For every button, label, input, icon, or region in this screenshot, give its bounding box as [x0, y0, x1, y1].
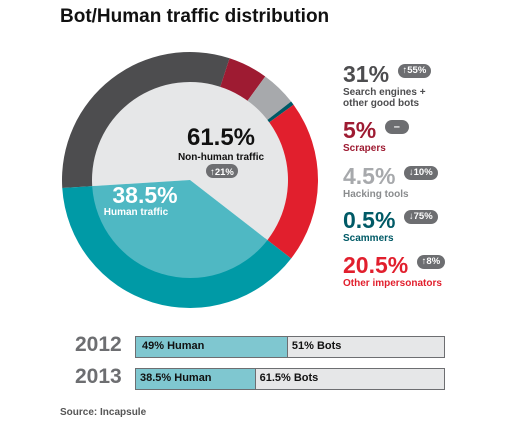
bar-year: 2012	[75, 333, 122, 356]
bar-bots-label: 51% Bots	[291, 340, 342, 352]
legend-change-badge: –	[384, 120, 409, 134]
legend-change-badge: ↑55%	[397, 64, 432, 78]
non-human-name-label: Non-human traffic	[178, 152, 265, 163]
legend-item-other-impersonators: 20.5% ↑8% Other impersonators	[343, 253, 518, 299]
non-human-change-label: ↑21%	[210, 167, 234, 178]
bar-track: 49% Human 51% Bots	[135, 336, 445, 358]
legend-label: Hacking tools	[343, 189, 409, 200]
legend-pct: 4.5%	[343, 163, 396, 189]
legend-label: Scrapers	[343, 143, 386, 154]
legend-pct: 20.5%	[343, 252, 409, 278]
outer-slice-human-traffic	[62, 185, 292, 308]
legend-change-badge: ↓75%	[403, 210, 438, 224]
bar-human-fill	[136, 369, 256, 389]
legend-label: Search engines + other good bots	[343, 87, 426, 109]
non-human-change-badge	[206, 164, 238, 178]
non-human-pct-label: 61.5%	[187, 124, 255, 151]
bar-human-label: 38.5% Human	[140, 372, 212, 384]
human-name-label: Human traffic	[104, 207, 169, 218]
legend-item-scammers: 0.5% ↓75% Scammers	[343, 208, 518, 253]
legend-item-hacking-tools: 4.5% ↓10% Hacking tools	[343, 164, 518, 208]
legend-change-badge: ↓10%	[403, 166, 438, 180]
bar-track: 38.5% Human 61.5% Bots	[135, 368, 445, 390]
legend-item-good-bots: 31% ↑55% Search engines + other good bots	[343, 62, 518, 118]
chart-title: Bot/Human traffic distribution	[60, 6, 330, 27]
legend-pct: 5%	[343, 117, 377, 143]
legend-pct: 0.5%	[343, 207, 396, 233]
bar-bots-label: 61.5% Bots	[259, 372, 319, 384]
donut-chart: 61.5%Non-human traffic ↑21% 38.5%Human tra…	[61, 51, 318, 308]
bar-human-fill	[136, 337, 288, 357]
legend: 31% ↑55% Search engines + other good bots…	[343, 62, 518, 299]
bar-year: 2013	[75, 365, 122, 388]
inner-slice-human-traffic	[92, 180, 268, 279]
bar-human-label: 49% Human	[142, 340, 205, 352]
legend-change-badge: ↑8%	[416, 255, 446, 269]
inner-slice-non-human-traffic	[92, 81, 288, 241]
human-pct-label: 38.5%	[112, 182, 177, 208]
outer-slice-search-engines-other-good-bots	[61, 51, 230, 189]
legend-pct: 31%	[343, 61, 390, 87]
outer-slice-scammers	[265, 101, 294, 125]
source-note: Source: Incapsule	[60, 407, 147, 418]
legend-item-scrapers: 5% – Scrapers	[343, 118, 518, 164]
legend-label: Other impersonators	[343, 278, 442, 289]
legend-label: Scammers	[343, 233, 394, 244]
